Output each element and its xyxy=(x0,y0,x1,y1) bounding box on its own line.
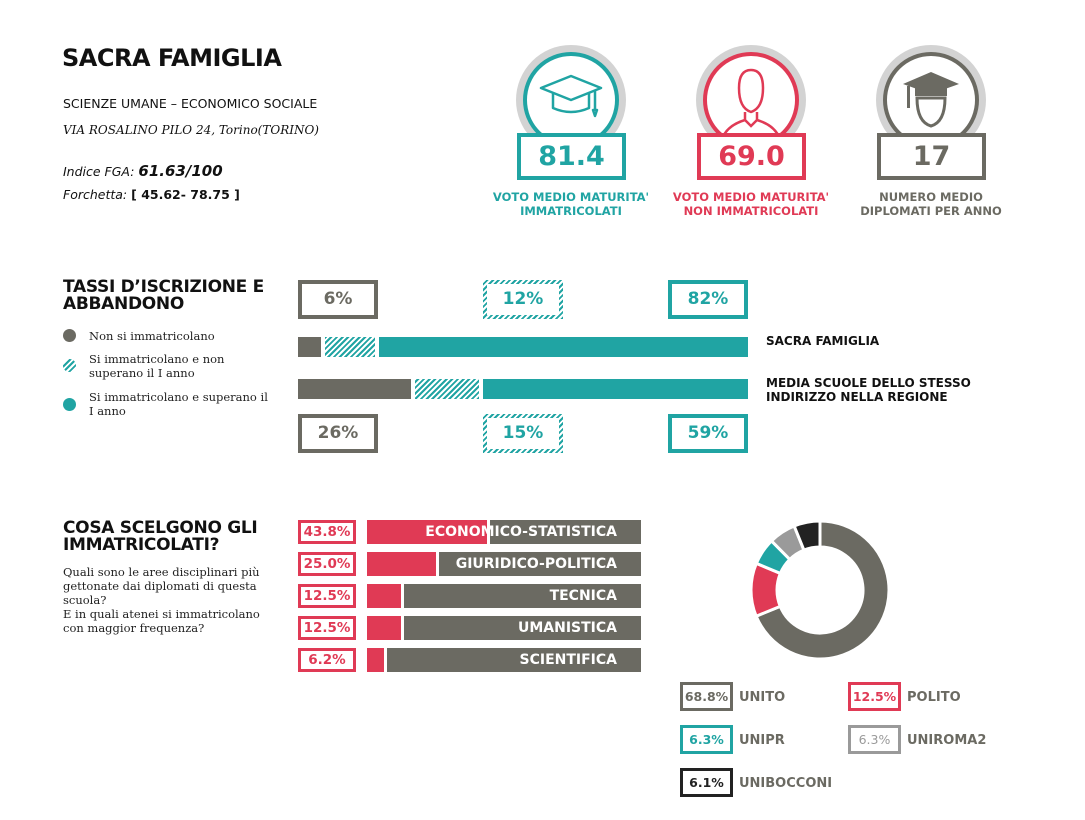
pct-box: 59% xyxy=(668,414,748,453)
legend-uniroma2: 6.3% UNIROMA2 xyxy=(848,725,986,754)
fga-index: Indice FGA: 61.63/100 xyxy=(63,162,223,180)
fga-range-label: Forchetta: xyxy=(63,187,128,202)
area-bar: GIURIDICO-POLITICA xyxy=(367,552,641,576)
fga-range: Forchetta: [ 45.62- 78.75 ] xyxy=(63,187,240,202)
choices-title: COSA SCELGONO GLI IMMATRICOLATI? xyxy=(63,518,258,555)
area-name: TECNICA xyxy=(549,588,617,604)
bar-segment-pass xyxy=(379,337,748,357)
enrollment-bar-school xyxy=(298,337,748,357)
pct-box: 15% xyxy=(483,414,563,453)
bar-segment-not-enrolled xyxy=(298,379,411,399)
legend-name: UNITO xyxy=(739,690,786,705)
bar-label: MEDIA SCUOLE DELLO STESSO INDIRIZZO NELL… xyxy=(766,376,971,404)
area-pct: 12.5% xyxy=(298,616,356,640)
legend-label: Si immatricolano e non superano il I ann… xyxy=(89,352,225,380)
legend-value: 68.8% xyxy=(680,682,733,711)
stat-label: VOTO MEDIO MATURITA' xyxy=(492,190,650,204)
legend-value: 6.1% xyxy=(680,768,733,797)
legend-dot-teal xyxy=(63,398,76,411)
area-bar-fill xyxy=(367,584,402,608)
area-bar: UMANISTICA xyxy=(367,616,641,640)
choices-description-2: E in quali atenei si immatricolano con m… xyxy=(63,607,260,635)
graduate-icon xyxy=(903,72,959,128)
bar-segment-dropout xyxy=(325,337,375,357)
enrollment-title: TASSI D’ISCRIZIONE E ABBANDONO xyxy=(63,277,264,314)
legend-unito: 68.8% UNITO xyxy=(680,682,785,711)
stat-label: IMMATRICOLATI xyxy=(520,204,622,218)
fga-range-value: [ 45.62- 78.75 ] xyxy=(131,187,240,202)
area-pct: 25.0% xyxy=(298,552,356,576)
legend-value: 12.5% xyxy=(848,682,901,711)
stat-value: 69.0 xyxy=(697,133,806,180)
area-name: UMANISTICA xyxy=(517,620,617,636)
bar-segment-pass xyxy=(482,379,748,399)
school-track: SCIENZE UMANE – ECONOMICO SOCIALE xyxy=(63,96,318,111)
choices-description-1: Quali sono le aree disciplinari più gett… xyxy=(63,565,260,607)
school-name: SACRA FAMIGLIA xyxy=(62,44,282,72)
area-name: GIURIDICO-POLITICA xyxy=(455,556,617,572)
legend-name: UNIBOCCONI xyxy=(739,776,833,791)
area-pct: 6.2% xyxy=(298,648,356,672)
area-bar: ECONOMICO-STATISTICA xyxy=(367,520,641,544)
area-bar-fill xyxy=(367,520,487,544)
bar-segment-not-enrolled xyxy=(298,337,321,357)
school-address: VIA ROSALINO PILO 24, Torino(TORINO) xyxy=(63,123,319,137)
legend-unipr: 6.3% UNIPR xyxy=(680,725,785,754)
area-bar-gap xyxy=(435,552,439,576)
area-name: ECONOMICO-STATISTICA xyxy=(425,524,617,540)
area-pct: 43.8% xyxy=(298,520,356,544)
area-bar-gap xyxy=(401,584,405,608)
area-bar-gap xyxy=(383,648,387,672)
area-bar-gap xyxy=(401,616,405,640)
area-name: SCIENTIFICA xyxy=(519,652,618,668)
legend-polito: 12.5% POLITO xyxy=(848,682,961,711)
stat-value: 17 xyxy=(877,133,986,180)
stat-label: NON IMMATRICOLATI xyxy=(683,204,819,218)
area-bar-fill xyxy=(367,552,436,576)
legend-dot-hatched xyxy=(63,359,76,372)
enrollment-bar-region xyxy=(298,379,748,399)
donut-slice-unito xyxy=(754,519,891,661)
fga-index-value: 61.63/100 xyxy=(138,162,223,180)
stat-value: 81.4 xyxy=(517,133,626,180)
pct-box: 82% xyxy=(668,280,748,319)
legend-unibocconi: 6.1% UNIBOCCONI xyxy=(680,768,832,797)
legend-dot-gray xyxy=(63,329,76,342)
area-bar: SCIENTIFICA xyxy=(367,648,641,672)
stat-label: NUMERO MEDIO xyxy=(879,190,983,204)
bar-label: SACRA FAMIGLIA xyxy=(766,334,880,348)
pct-box: 12% xyxy=(483,280,563,319)
area-bar-fill xyxy=(367,648,384,672)
atenei-donut-chart xyxy=(749,519,891,661)
area-bar: TECNICA xyxy=(367,584,641,608)
legend-name: UNIROMA2 xyxy=(907,733,987,748)
donut-slice-unibocconi xyxy=(792,519,822,553)
legend-value: 6.3% xyxy=(848,725,901,754)
legend-label: Si immatricolano e superano il I anno xyxy=(89,390,268,418)
pct-box: 6% xyxy=(298,280,378,319)
legend-value: 6.3% xyxy=(680,725,733,754)
fga-index-label: Indice FGA: xyxy=(63,164,135,179)
graduation-cap-icon xyxy=(539,74,603,118)
stat-label: DIPLOMATI PER ANNO xyxy=(860,204,1002,218)
area-bar-fill xyxy=(367,616,402,640)
choices-description: Quali sono le aree disciplinari più gett… xyxy=(63,565,283,635)
legend-name: POLITO xyxy=(907,690,961,705)
area-bar-gap xyxy=(487,520,490,544)
legend-label: Non si immatricolano xyxy=(89,329,215,343)
bar-segment-dropout xyxy=(415,379,479,399)
pct-box: 26% xyxy=(298,414,378,453)
stat-label: VOTO MEDIO MATURITA' xyxy=(672,190,830,204)
area-pct: 12.5% xyxy=(298,584,356,608)
legend-name: UNIPR xyxy=(739,733,785,748)
